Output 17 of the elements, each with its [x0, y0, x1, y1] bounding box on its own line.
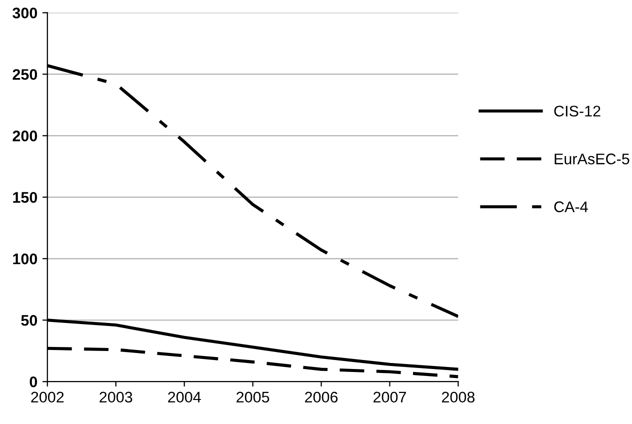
x-tick-label: 2007 [374, 392, 406, 403]
x-tick-label: 2008 [442, 392, 475, 403]
x-tick-label: 2004 [168, 392, 201, 403]
y-tick-label: 250 [12, 69, 38, 80]
y-tick-label: 150 [13, 192, 38, 203]
x-tick-label: 2003 [100, 392, 132, 403]
y-tick-label: 300 [12, 8, 38, 18]
legend-label: EurAsEC-5 [554, 154, 630, 164]
y-tick-label: 50 [21, 314, 38, 326]
y-tick-label: 200 [12, 130, 38, 142]
x-tick-label: 2005 [236, 392, 270, 403]
x-tick-label: 2006 [305, 392, 338, 403]
y-tick-label: 100 [13, 254, 38, 264]
legend-label: CIS-12 [554, 106, 600, 117]
x-tick-label: 2002 [31, 392, 64, 403]
y-tick-label: 0 [30, 376, 38, 388]
legend-label: CA-4 [554, 201, 588, 212]
